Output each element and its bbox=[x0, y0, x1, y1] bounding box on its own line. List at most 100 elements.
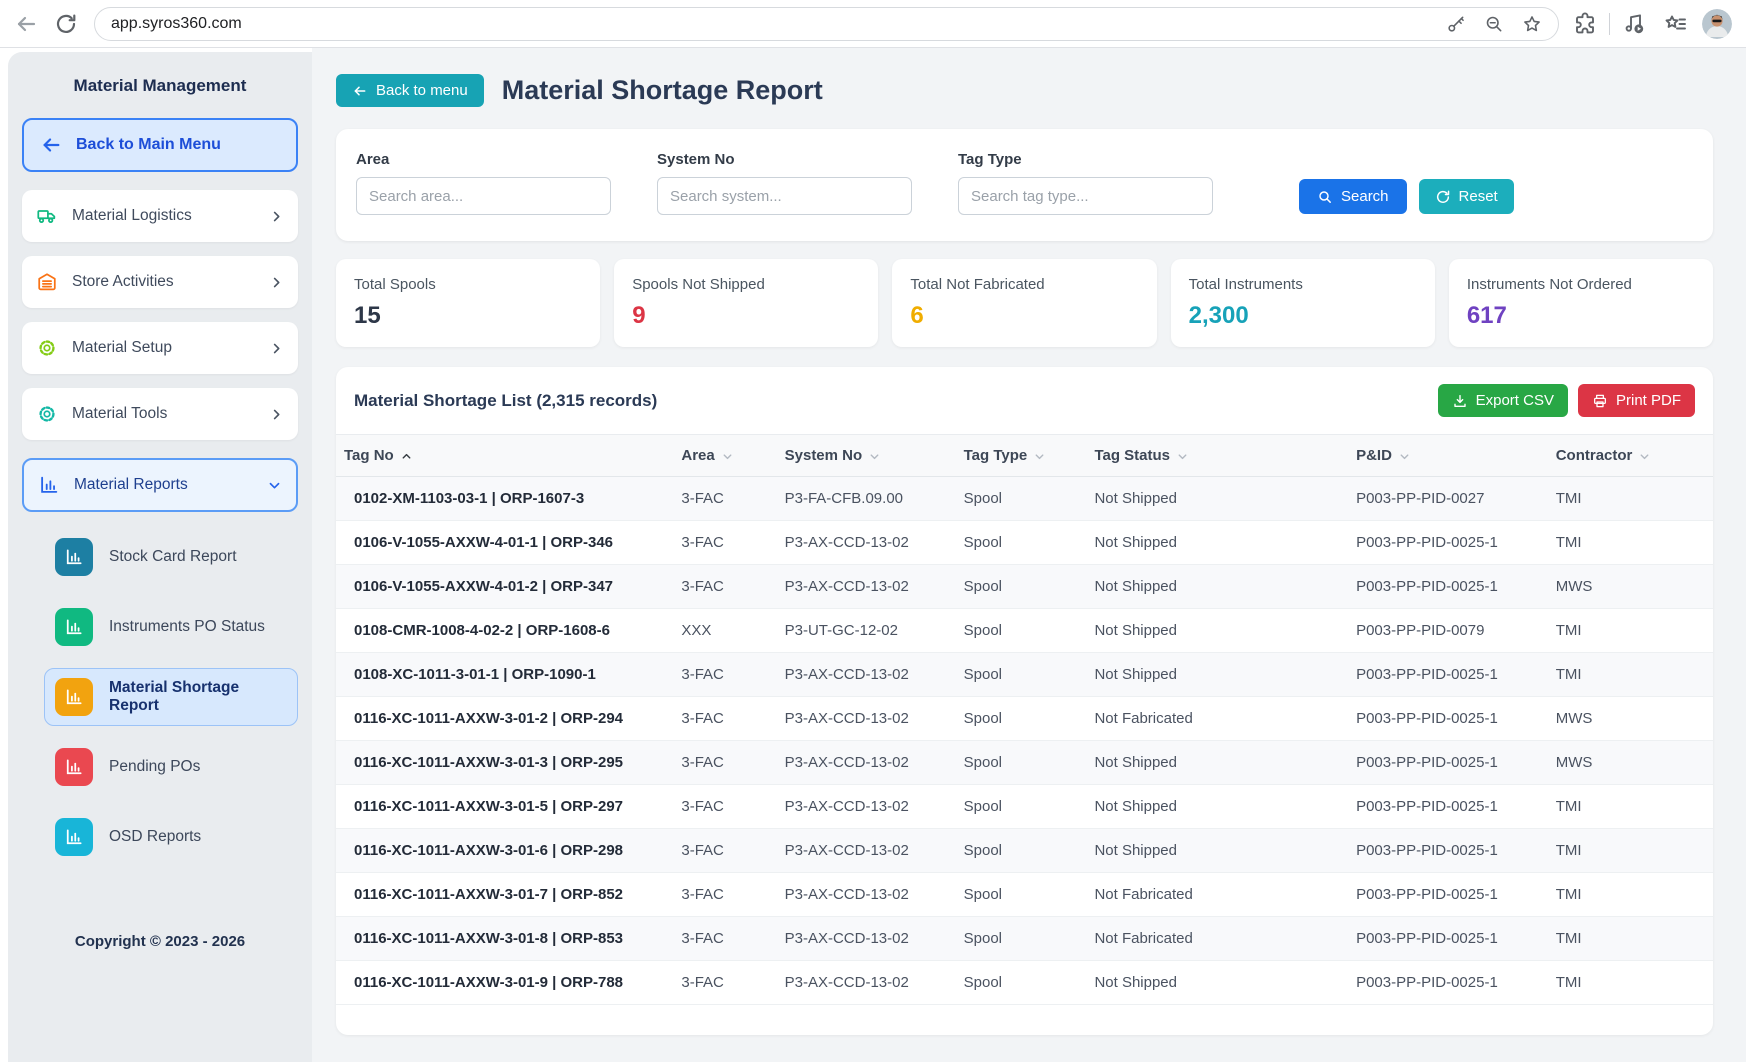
stat-label: Total Instruments bbox=[1189, 276, 1417, 293]
column-header[interactable]: Tag No bbox=[336, 435, 673, 477]
table-title: Material Shortage List (2,315 records) bbox=[354, 391, 657, 411]
cell-tag-type: Spool bbox=[956, 697, 1087, 741]
stat-label: Total Spools bbox=[354, 276, 582, 293]
export-csv-button[interactable]: Export CSV bbox=[1438, 384, 1568, 417]
cell-contractor: TMI bbox=[1548, 873, 1713, 917]
stat-label: Instruments Not Ordered bbox=[1467, 276, 1695, 293]
cell-tag-no: 0116-XC-1011-AXXW-3-01-2 | ORP-294 bbox=[336, 697, 673, 741]
table-row[interactable]: 0116-XC-1011-AXXW-3-01-5 | ORP-297 3-FAC… bbox=[336, 785, 1713, 829]
download-icon bbox=[1452, 393, 1468, 409]
extensions-puzzle-icon[interactable] bbox=[1573, 12, 1597, 36]
refresh-icon[interactable] bbox=[54, 12, 78, 36]
cell-area: 3-FAC bbox=[673, 697, 776, 741]
cell-tag-no: 0108-CMR-1008-4-02-2 | ORP-1608-6 bbox=[336, 609, 673, 653]
main-content: Back to menu Material Shortage Report Ar… bbox=[312, 48, 1746, 1062]
table-row[interactable]: 0116-XC-1011-AXXW-3-01-7 | ORP-852 3-FAC… bbox=[336, 873, 1713, 917]
browser-actions bbox=[1573, 9, 1732, 39]
table-header-row: Tag No Area System No T bbox=[336, 435, 1713, 477]
back-icon[interactable] bbox=[14, 12, 38, 36]
chevron-down-icon bbox=[267, 478, 282, 493]
back-to-main-menu-button[interactable]: Back to Main Menu bbox=[22, 118, 298, 172]
table-row[interactable]: 0116-XC-1011-AXXW-3-01-9 | ORP-788 3-FAC… bbox=[336, 961, 1713, 1005]
cell-tag-type: Spool bbox=[956, 785, 1087, 829]
cell-system-no: P3-AX-CCD-13-02 bbox=[777, 653, 956, 697]
key-icon[interactable] bbox=[1446, 14, 1466, 34]
report-submenu-item[interactable]: OSD Reports bbox=[44, 808, 298, 866]
table-row[interactable]: 0102-XM-1103-03-1 | ORP-1607-3 3-FAC P3-… bbox=[336, 477, 1713, 521]
cell-contractor: TMI bbox=[1548, 961, 1713, 1005]
gear-icon bbox=[36, 337, 58, 359]
column-header[interactable]: System No bbox=[777, 435, 956, 477]
back-to-main-menu-label: Back to Main Menu bbox=[76, 136, 221, 154]
cell-tag-type: Spool bbox=[956, 565, 1087, 609]
cell-system-no: P3-AX-CCD-13-02 bbox=[777, 917, 956, 961]
cell-pid: P003-PP-PID-0025-1 bbox=[1348, 917, 1548, 961]
column-header[interactable]: Tag Status bbox=[1086, 435, 1348, 477]
profile-avatar[interactable] bbox=[1702, 9, 1732, 39]
cell-tag-status: Not Shipped bbox=[1086, 477, 1348, 521]
report-submenu-item[interactable]: Stock Card Report bbox=[44, 528, 298, 586]
gear-icon bbox=[36, 403, 58, 425]
search-button[interactable]: Search bbox=[1299, 179, 1407, 214]
cell-area: 3-FAC bbox=[673, 785, 776, 829]
cell-tag-status: Not Fabricated bbox=[1086, 873, 1348, 917]
report-submenu-label: Instruments PO Status bbox=[109, 618, 265, 636]
truck-icon bbox=[36, 205, 58, 227]
column-header[interactable]: Contractor bbox=[1548, 435, 1713, 477]
column-header[interactable]: Tag Type bbox=[956, 435, 1087, 477]
sidebar-item-material-setup[interactable]: Material Setup bbox=[22, 322, 298, 374]
table-row[interactable]: 0116-XC-1011-AXXW-3-01-2 | ORP-294 3-FAC… bbox=[336, 697, 1713, 741]
column-header[interactable]: P&ID bbox=[1348, 435, 1548, 477]
table-row[interactable]: 0116-XC-1011-AXXW-3-01-8 | ORP-853 3-FAC… bbox=[336, 917, 1713, 961]
table-row[interactable]: 0116-XC-1011-AXXW-3-01-6 | ORP-298 3-FAC… bbox=[336, 829, 1713, 873]
report-submenu-label: Stock Card Report bbox=[109, 548, 237, 566]
favorites-list-icon[interactable] bbox=[1664, 12, 1688, 36]
table-header-bar: Material Shortage List (2,315 records) E… bbox=[336, 367, 1713, 434]
cell-tag-type: Spool bbox=[956, 521, 1087, 565]
material-reports-label: Material Reports bbox=[74, 476, 188, 494]
cell-tag-status: Not Shipped bbox=[1086, 609, 1348, 653]
cell-tag-type: Spool bbox=[956, 653, 1087, 697]
media-control-icon[interactable] bbox=[1622, 12, 1646, 36]
table-row[interactable]: 0108-CMR-1008-4-02-2 | ORP-1608-6 XXX P3… bbox=[336, 609, 1713, 653]
cell-tag-no: 0116-XC-1011-AXXW-3-01-9 | ORP-788 bbox=[336, 961, 673, 1005]
sidebar-item-material-tools[interactable]: Material Tools bbox=[22, 388, 298, 440]
area-input[interactable] bbox=[356, 177, 611, 215]
table-row[interactable]: 0106-V-1055-AXXW-4-01-2 | ORP-347 3-FAC … bbox=[336, 565, 1713, 609]
report-submenu-item[interactable]: Material Shortage Report bbox=[44, 668, 298, 726]
stat-value: 6 bbox=[910, 302, 1138, 330]
bookmark-star-icon[interactable] bbox=[1522, 14, 1542, 34]
cell-tag-status: Not Shipped bbox=[1086, 521, 1348, 565]
sort-caret-icon bbox=[1033, 450, 1046, 463]
zoom-out-icon[interactable] bbox=[1484, 14, 1504, 34]
print-pdf-button[interactable]: Print PDF bbox=[1578, 384, 1695, 417]
column-header[interactable]: Area bbox=[673, 435, 776, 477]
cell-tag-no: 0116-XC-1011-AXXW-3-01-7 | ORP-852 bbox=[336, 873, 673, 917]
table-row[interactable]: 0108-XC-1011-3-01-1 | ORP-1090-1 3-FAC P… bbox=[336, 653, 1713, 697]
filter-panel: Area System No Tag Type Search Reset bbox=[336, 129, 1713, 241]
sidebar-item-material-reports[interactable]: Material Reports bbox=[22, 458, 298, 512]
page-title: Material Shortage Report bbox=[502, 75, 823, 106]
cell-tag-no: 0116-XC-1011-AXXW-3-01-8 | ORP-853 bbox=[336, 917, 673, 961]
table-row[interactable]: 0116-XC-1011-AXXW-3-01-3 | ORP-295 3-FAC… bbox=[336, 741, 1713, 785]
sidebar-item-material-logistics[interactable]: Material Logistics bbox=[22, 190, 298, 242]
system-no-input[interactable] bbox=[657, 177, 912, 215]
report-submenu-item[interactable]: Pending POs bbox=[44, 738, 298, 796]
reset-button[interactable]: Reset bbox=[1419, 179, 1514, 214]
cell-tag-type: Spool bbox=[956, 917, 1087, 961]
url-bar[interactable]: app.syros360.com bbox=[94, 7, 1559, 41]
cell-tag-status: Not Shipped bbox=[1086, 785, 1348, 829]
report-submenu-item[interactable]: Instruments PO Status bbox=[44, 598, 298, 656]
back-to-menu-button[interactable]: Back to menu bbox=[336, 74, 484, 107]
bar-chart-icon bbox=[55, 678, 93, 716]
reset-refresh-icon bbox=[1435, 189, 1451, 205]
search-icon bbox=[1317, 189, 1333, 205]
sidebar: Material Management Back to Main Menu Ma… bbox=[8, 52, 312, 1062]
cell-contractor: TMI bbox=[1548, 477, 1713, 521]
tag-type-input[interactable] bbox=[958, 177, 1213, 215]
table-row[interactable]: 0106-V-1055-AXXW-4-01-1 | ORP-346 3-FAC … bbox=[336, 521, 1713, 565]
sidebar-item-store-activities[interactable]: Store Activities bbox=[22, 256, 298, 308]
printer-icon bbox=[1592, 393, 1608, 409]
cell-pid: P003-PP-PID-0025-1 bbox=[1348, 873, 1548, 917]
cell-pid: P003-PP-PID-0025-1 bbox=[1348, 653, 1548, 697]
